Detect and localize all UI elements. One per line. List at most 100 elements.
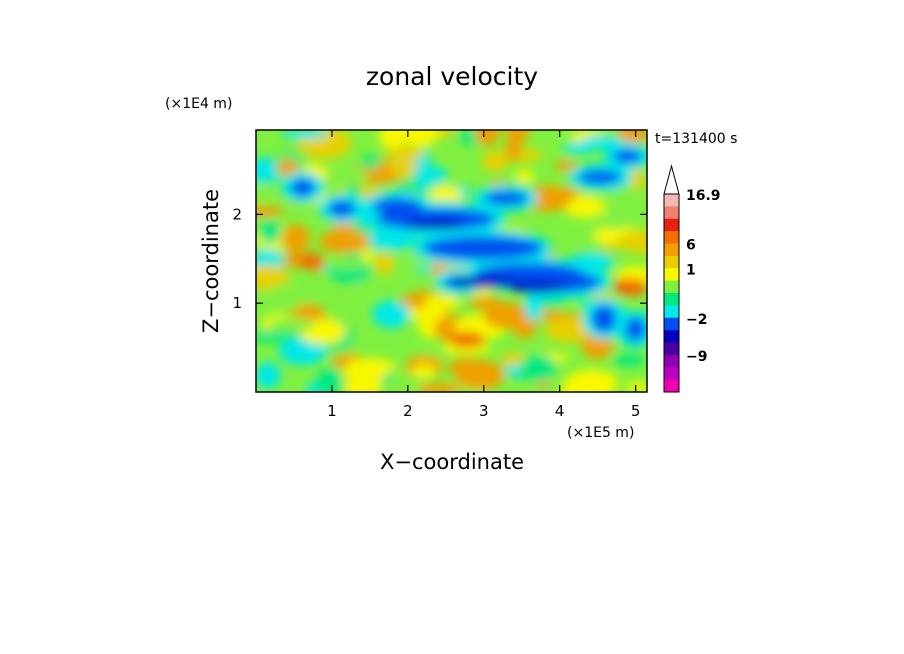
field-blob (278, 337, 327, 366)
y-tick-label: 2 (232, 205, 242, 223)
x-tick-label: 3 (479, 402, 489, 420)
field-blob (405, 219, 466, 230)
field-blob (388, 161, 420, 177)
colorbar-swatch (664, 317, 679, 331)
colorbar-swatch (664, 231, 679, 244)
field-blob (447, 275, 518, 288)
field-blob (545, 317, 594, 343)
colorbar-label: −2 (686, 312, 707, 328)
field-blob (429, 185, 462, 207)
field-blob (505, 138, 522, 161)
x-tick-label: 4 (555, 402, 565, 420)
time-label: t=131400 s (655, 131, 737, 147)
colorbar-frame (663, 193, 680, 393)
field-blob (616, 230, 647, 254)
field-blob (277, 159, 299, 177)
field-blob (256, 362, 281, 389)
y-axis: 12 (232, 205, 647, 312)
field-blob (507, 281, 568, 294)
field-blob (371, 197, 422, 214)
field-blob (324, 167, 368, 185)
colorbar-swatch (664, 218, 679, 232)
field-blob (515, 169, 535, 184)
y-tick-label: 1 (232, 294, 242, 312)
field-blob (595, 214, 633, 230)
field-blob (484, 191, 529, 206)
field-blob (375, 208, 496, 231)
field-blob (424, 294, 461, 309)
y-axis-label: Z−coordinate (199, 189, 223, 333)
field-blob (345, 373, 381, 392)
x-axis-label: X−coordinate (380, 450, 524, 474)
field-blob (256, 330, 301, 343)
field-blob (386, 146, 424, 162)
field-blob (399, 130, 440, 147)
field-blob (613, 149, 642, 164)
field-blob (524, 291, 544, 322)
colorbar-swatch (664, 367, 679, 380)
field-blob (560, 377, 611, 392)
field-blob (371, 300, 411, 329)
colorbar-swatch (664, 379, 679, 393)
field-blob (258, 219, 282, 245)
field-blob (417, 382, 460, 392)
field-blob (266, 283, 316, 307)
colorbar-extend-arrow (663, 164, 680, 195)
field-blob (256, 185, 272, 203)
colorbar-swatch (664, 206, 679, 220)
colorbar: 16.9 6 1 −2 −9 (663, 164, 721, 393)
field-blob (625, 317, 646, 342)
field-blob (617, 130, 647, 143)
colorbar-swatch (664, 268, 679, 281)
colorbar-swatch (664, 305, 679, 319)
chart-title: zonal velocity (366, 62, 538, 91)
field-blob (612, 354, 646, 366)
x-tick-label: 5 (631, 402, 641, 420)
colorbar-swatch (664, 293, 679, 306)
colorbar-swatch (664, 194, 679, 207)
field-blob (281, 224, 311, 253)
x-tick-label: 2 (403, 402, 413, 420)
field-blob (474, 130, 500, 147)
field-blob (412, 165, 448, 185)
field-blob (318, 229, 370, 254)
colorbar-label: 1 (686, 262, 696, 278)
field-blob (328, 200, 357, 217)
field-blob (500, 352, 526, 366)
field-blob (268, 317, 315, 332)
colorbar-swatch (664, 255, 679, 269)
field-blob (505, 130, 530, 143)
field-blob (316, 367, 343, 392)
x-unit-label: (×1E5 m) (567, 425, 634, 441)
colorbar-label: 16.9 (686, 188, 721, 204)
colorbar-swatch (664, 243, 679, 257)
field-blob (256, 205, 284, 217)
x-tick-label: 1 (327, 402, 337, 420)
colorbar-swatch (664, 330, 679, 343)
field-blob (318, 258, 375, 269)
field-blob (523, 185, 573, 212)
colorbar-swatch (664, 342, 679, 356)
field-blob (290, 178, 315, 197)
colorbar-swatch (664, 280, 679, 294)
field-blob (422, 235, 543, 260)
field-blob (449, 331, 486, 348)
field-blob (378, 130, 406, 150)
field-blob (483, 302, 531, 329)
field-blob (400, 307, 447, 320)
colorbar-label: −9 (686, 349, 707, 365)
colorbar-swatch (664, 354, 679, 368)
colorbar-label: 6 (686, 238, 696, 254)
field-blob (374, 252, 394, 276)
heatmap-field (256, 130, 647, 392)
field-blob (613, 280, 626, 289)
field-blob (280, 130, 329, 140)
field-blob (562, 195, 607, 218)
field-blob (591, 304, 616, 333)
heatmap-blobs (256, 130, 647, 392)
plot-frame (255, 129, 648, 393)
field-blob (296, 253, 325, 269)
field-blob (360, 155, 381, 170)
field-blob (553, 160, 577, 171)
